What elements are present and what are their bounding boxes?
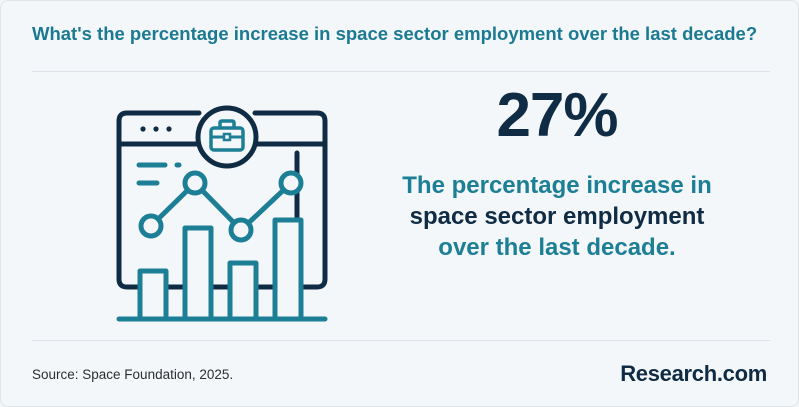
line-point-2 xyxy=(182,170,208,196)
line-chart-icon xyxy=(138,170,304,243)
bar-chart-icon xyxy=(137,217,304,322)
bar-2 xyxy=(182,225,214,322)
briefcase-icon xyxy=(195,105,259,169)
bar-1 xyxy=(137,268,169,322)
stat-description-line-3: over the last decade. xyxy=(438,234,676,261)
bottom-divider xyxy=(32,340,770,341)
window-dots-icon xyxy=(140,126,172,132)
top-divider xyxy=(32,71,770,72)
line-point-3 xyxy=(228,217,254,243)
source-citation: Source: Space Foundation, 2025. xyxy=(32,367,234,382)
line-point-4 xyxy=(278,170,304,196)
question-heading: What's the percentage increase in space … xyxy=(32,23,758,44)
analytics-illustration xyxy=(116,105,328,322)
line-point-1 xyxy=(138,213,164,239)
text-lines-icon xyxy=(136,162,182,186)
stat-description: The percentage increase in space sector … xyxy=(397,170,717,263)
brand-logo: Research.com xyxy=(620,361,767,386)
bar-4 xyxy=(272,217,304,322)
bar-3 xyxy=(227,260,259,322)
stat-description-line-1: The percentage increase in xyxy=(402,172,712,199)
stat-value: 27% xyxy=(496,81,618,150)
stat-description-line-2: space sector employment xyxy=(409,203,705,230)
